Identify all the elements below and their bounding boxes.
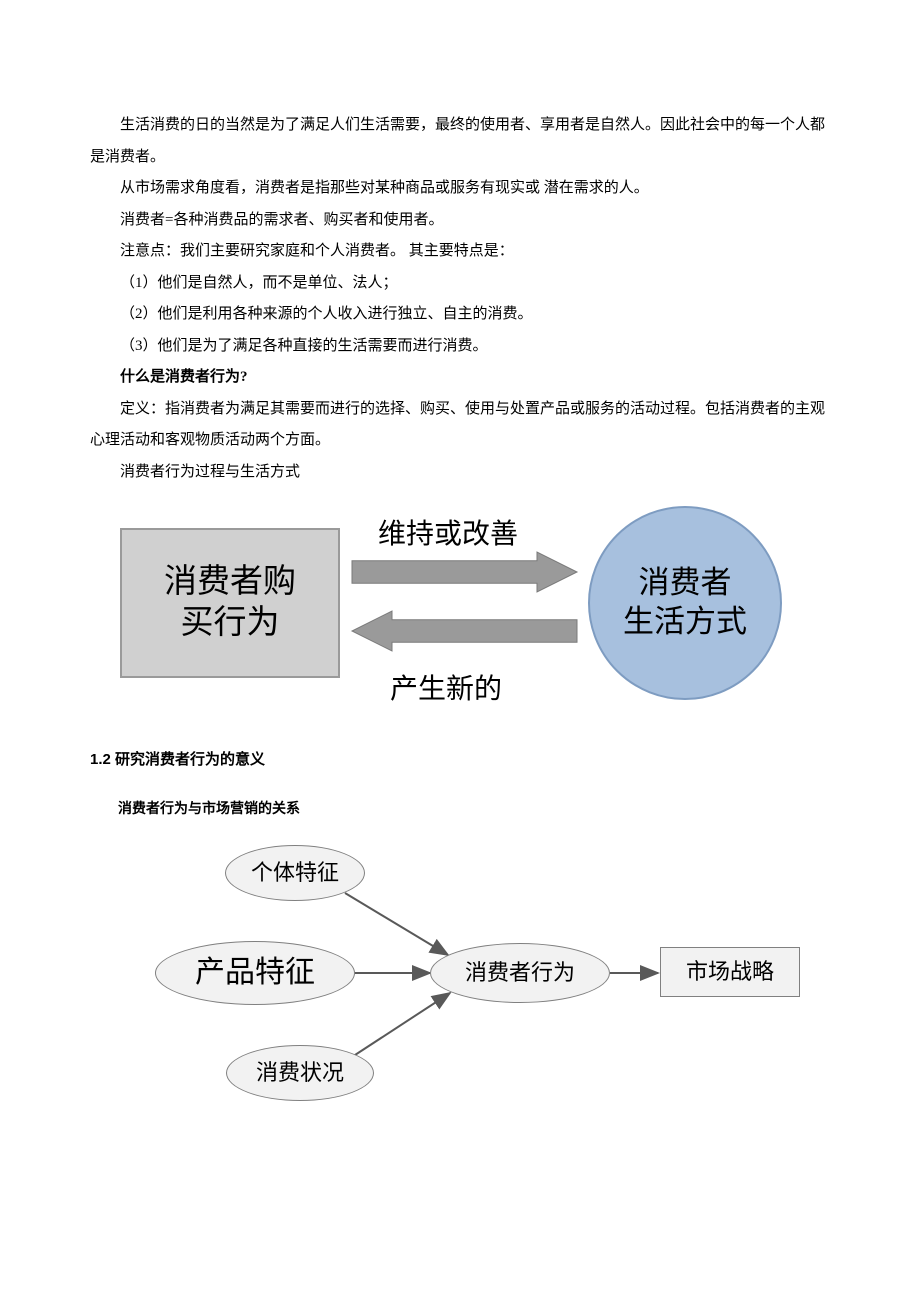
list-item: （3）他们是为了满足各种直接的生活需要而进行消费。 xyxy=(90,331,830,363)
paragraph: 从市场需求角度看，消费者是指那些对某种商品或服务有现实或 潜在需求的人。 xyxy=(90,173,830,205)
paragraph: 生活消费的日的当然是为了满足人们生活需要，最终的使用者、享用者是自然人。因此社会… xyxy=(90,110,830,173)
paragraph: 消费者行为过程与生活方式 xyxy=(90,457,830,489)
node-consumption-status: 消费状况 xyxy=(226,1045,374,1101)
node-consumer-buying-behavior: 消费者购 买行为 xyxy=(120,528,340,678)
list-item: （2）他们是利用各种来源的个人收入进行独立、自主的消费。 xyxy=(90,299,830,331)
list-item: （1）他们是自然人，而不是单位、法人； xyxy=(90,268,830,300)
node-text-line: 买行为 xyxy=(164,603,296,644)
node-consumer-behavior: 消费者行为 xyxy=(430,943,610,1003)
node-market-strategy: 市场战略 xyxy=(660,947,800,997)
node-product-characteristics: 产品特征 xyxy=(155,941,355,1005)
question-heading: 什么是消费者行为? xyxy=(90,362,830,394)
arrow-label-maintain-improve: 维持或改善 xyxy=(378,506,518,565)
node-individual-characteristics: 个体特征 xyxy=(225,845,365,901)
node-text-line: 消费者 xyxy=(639,564,732,603)
node-consumer-lifestyle: 消费者 生活方式 xyxy=(588,506,782,700)
node-text-line: 消费者购 xyxy=(164,562,296,603)
document-page: 生活消费的日的当然是为了满足人们生活需要，最终的使用者、享用者是自然人。因此社会… xyxy=(0,0,920,1173)
paragraph: 注意点：我们主要研究家庭和个人消费者。 其主要特点是： xyxy=(90,236,830,268)
paragraph: 消费者=各种消费品的需求者、购买者和使用者。 xyxy=(90,205,830,237)
paragraph: 定义：指消费者为满足其需要而进行的选择、购买、使用与处置产品或服务的活动过程。包… xyxy=(90,394,830,457)
section-heading: 1.2 研究消费者行为的意义 xyxy=(90,744,830,776)
diagram-consumer-lifestyle: 消费者购 买行为 消费者 生活方式 维持或改善 产生新的 xyxy=(120,506,820,716)
node-text-line: 生活方式 xyxy=(623,603,747,642)
diagram-consumer-marketing: 个体特征 产品特征 消费状况 消费者行为 市场战略 xyxy=(150,833,850,1113)
sub-heading: 消费者行为与市场营销的关系 xyxy=(90,794,830,823)
arrow-label-generate-new: 产生新的 xyxy=(390,661,502,720)
